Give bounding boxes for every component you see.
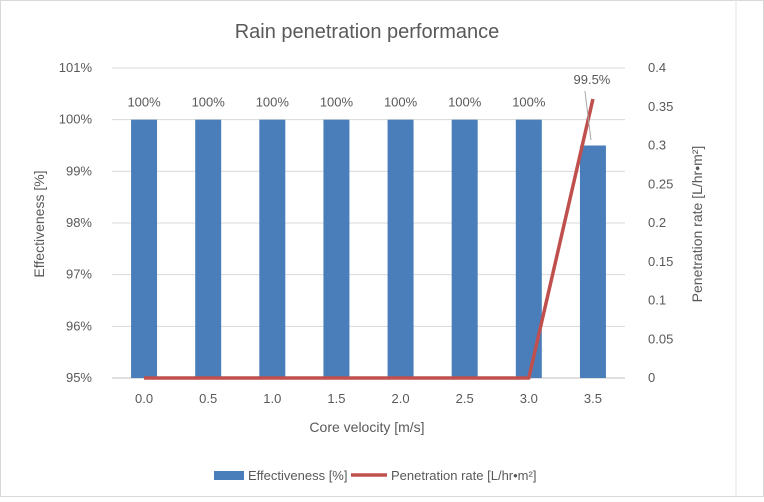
left-axis-ticks: 95% 96% 97% 98% 99% 100% 101% [59, 60, 93, 385]
y2-tick-label: 0.15 [648, 254, 673, 269]
bar [451, 119, 478, 379]
data-label: 100% [320, 95, 354, 110]
bar [323, 119, 350, 379]
x-tick-label: 3.5 [584, 391, 602, 406]
y-tick-label: 100% [59, 112, 93, 127]
y2-tick-label: 0 [648, 370, 655, 385]
bar [195, 119, 222, 379]
penetration-line [144, 98, 595, 380]
x-axis-ticks: 0.0 0.5 1.0 1.5 2.0 2.5 3.0 3.5 [135, 391, 602, 406]
chart-title: Rain penetration performance [235, 21, 500, 43]
y2-tick-label: 0.3 [648, 138, 666, 153]
data-label: 100% [448, 95, 482, 110]
data-labels: 100% 100% 100% 100% 100% 100% 100% 99.5% [127, 72, 611, 141]
right-axis-label: Penetration rate [L/hr•m²] [689, 146, 705, 303]
x-axis-label: Core velocity [m/s] [309, 419, 424, 435]
data-label: 99.5% [574, 72, 611, 87]
y-tick-label: 95% [66, 370, 92, 385]
y2-tick-label: 0.35 [648, 99, 673, 114]
bar [579, 145, 606, 378]
legend-label-effectiveness: Effectiveness [%] [248, 468, 347, 483]
x-tick-label: 0.5 [199, 391, 217, 406]
x-tick-label: 1.0 [263, 391, 281, 406]
data-label: 100% [192, 95, 226, 110]
data-label: 100% [384, 95, 418, 110]
bar [131, 119, 158, 379]
y2-tick-label: 0.4 [648, 60, 666, 75]
data-label: 100% [256, 95, 290, 110]
x-tick-label: 3.0 [520, 391, 538, 406]
y-tick-label: 97% [66, 267, 92, 282]
bar [259, 119, 286, 379]
y2-tick-label: 0.05 [648, 331, 673, 346]
x-tick-label: 2.5 [456, 391, 474, 406]
x-tick-label: 1.5 [327, 391, 345, 406]
data-label-leader [584, 90, 592, 141]
data-label: 100% [512, 95, 546, 110]
bar [387, 119, 414, 379]
bar-series [131, 119, 606, 379]
y2-tick-label: 0.1 [648, 293, 666, 308]
x-tick-label: 2.0 [392, 391, 410, 406]
y-tick-label: 98% [66, 215, 92, 230]
line-series [144, 98, 595, 380]
x-tick-label: 0.0 [135, 391, 153, 406]
left-axis-label: Effectiveness [%] [31, 170, 47, 277]
legend-swatch-effectiveness [214, 471, 244, 480]
y-tick-label: 96% [66, 318, 92, 333]
y-tick-label: 99% [66, 163, 92, 178]
right-axis-ticks: 0 0.05 0.1 0.15 0.2 0.25 0.3 0.35 0.4 [648, 60, 673, 385]
y2-tick-label: 0.25 [648, 176, 673, 191]
y2-tick-label: 0.2 [648, 215, 666, 230]
data-label: 100% [127, 95, 161, 110]
y-tick-label: 101% [59, 60, 93, 75]
legend-label-penetration: Penetration rate [L/hr•m²] [391, 468, 536, 483]
legend: Effectiveness [%] Penetration rate [L/hr… [214, 468, 536, 483]
